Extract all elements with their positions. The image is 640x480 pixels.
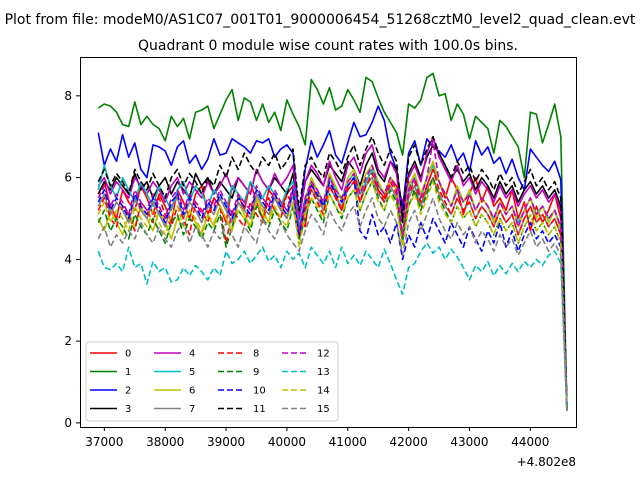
x-offset-label: +4.802e8 — [517, 455, 576, 469]
y-tick-label: 8 — [64, 89, 72, 103]
legend-label-15: 15 — [317, 404, 330, 415]
y-tick-label: 4 — [64, 252, 72, 266]
legend-label-5: 5 — [189, 367, 195, 378]
series-line-15 — [97, 197, 568, 411]
legend-label-9: 9 — [253, 367, 259, 378]
x-tick-label: 40000 — [268, 435, 306, 449]
series-line-4 — [97, 135, 568, 407]
legend-label-12: 12 — [317, 349, 330, 360]
legend-label-1: 1 — [125, 367, 131, 378]
x-tick-label: 42000 — [390, 435, 428, 449]
legend-label-0: 0 — [125, 349, 131, 360]
series-line-1 — [97, 72, 568, 409]
legend-label-3: 3 — [125, 404, 131, 415]
series-line-10 — [97, 176, 568, 411]
x-tick-label: 39000 — [207, 435, 245, 449]
legend-label-7: 7 — [189, 404, 195, 415]
series-line-11 — [97, 135, 568, 407]
legend-box — [85, 341, 339, 422]
figure-suptitle: Plot from file: modeM0/AS1C07_001T01_900… — [5, 12, 636, 28]
series-line-8 — [97, 168, 568, 411]
series-line-2 — [97, 105, 568, 407]
legend-label-10: 10 — [253, 386, 266, 397]
y-tick-label: 6 — [64, 171, 72, 185]
y-tick-label: 0 — [64, 416, 72, 430]
x-tick-label: 43000 — [450, 435, 488, 449]
legend-label-11: 11 — [253, 404, 266, 415]
legend-label-14: 14 — [317, 386, 330, 397]
legend-label-2: 2 — [125, 386, 131, 397]
series-line-12 — [97, 140, 568, 409]
legend-label-8: 8 — [253, 349, 259, 360]
plot-frame — [80, 57, 577, 428]
legend-label-6: 6 — [189, 386, 195, 397]
x-tick-label: 44000 — [511, 435, 549, 449]
y-tick-label: 2 — [64, 334, 72, 348]
series-line-6 — [97, 160, 568, 409]
series-line-14 — [97, 180, 568, 411]
series-line-13 — [97, 242, 568, 411]
legend-label-13: 13 — [317, 367, 330, 378]
x-tick-label: 41000 — [329, 435, 367, 449]
x-tick-label: 37000 — [85, 435, 123, 449]
plot-lines — [97, 72, 568, 411]
x-tick-label: 38000 — [146, 435, 184, 449]
axes-ticks: 37000 38000 39000 40000 41000 42000 43000 44000… — [64, 89, 549, 449]
legend-label-4: 4 — [189, 349, 195, 360]
chart-title: Quadrant 0 module wise count rates with … — [138, 38, 518, 54]
